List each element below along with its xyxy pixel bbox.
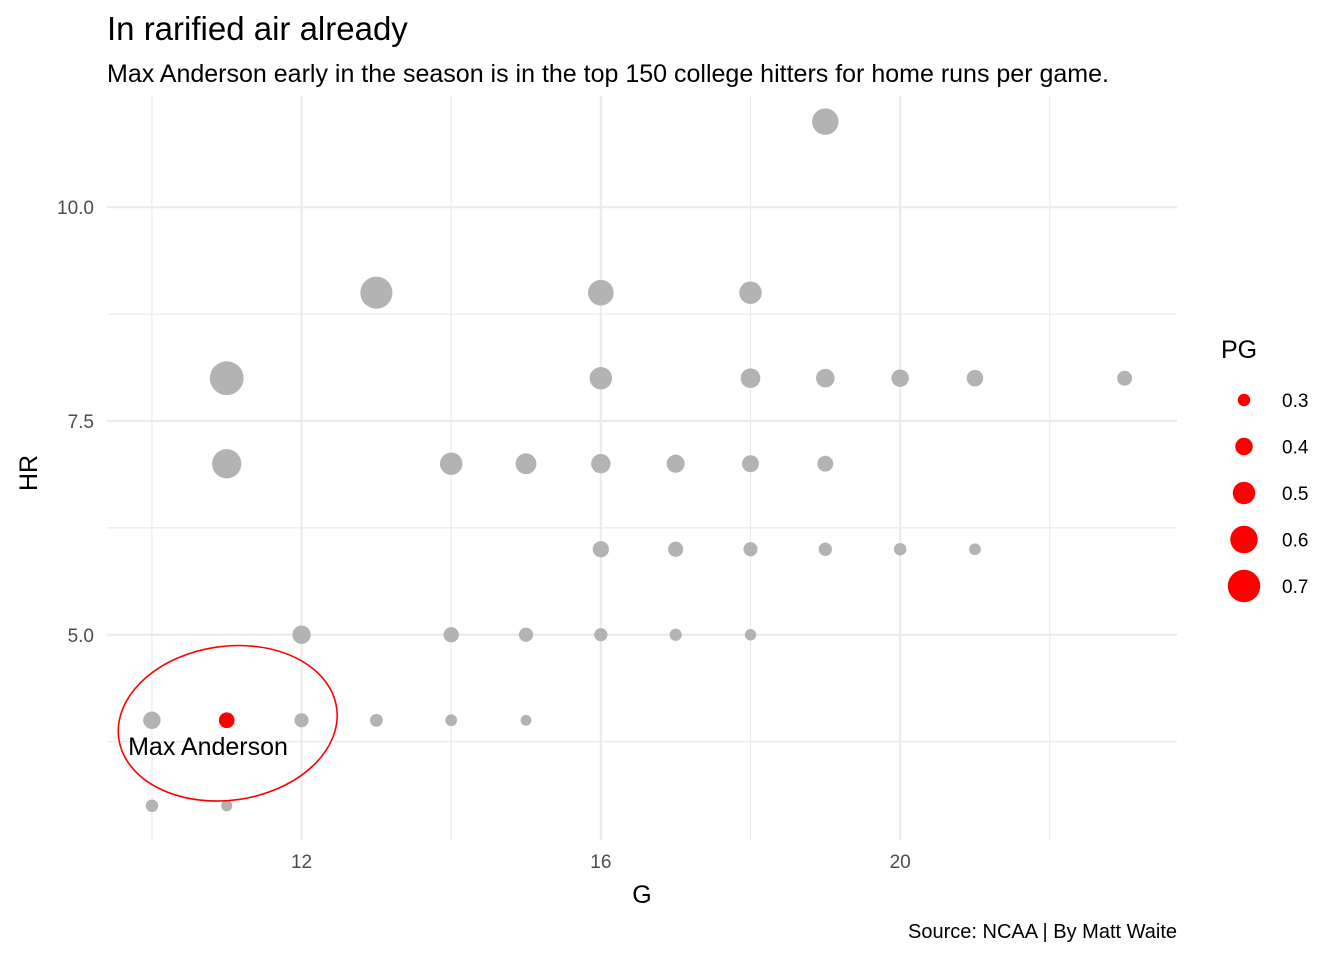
y-tick-label: 5.0 [68,626,94,647]
data-point [818,542,832,556]
legend-label: 0.5 [1282,484,1308,505]
data-point [893,542,907,556]
data-point [739,281,762,304]
data-point [817,455,834,472]
data-point [969,543,981,556]
data-point [740,368,761,389]
x-tick-label: 20 [890,852,911,873]
data-point [443,627,459,643]
data-point [445,714,458,727]
legend-label: 0.7 [1282,577,1308,598]
data-point [589,366,613,390]
data-point [369,713,383,727]
annotation-ellipse [117,644,338,802]
data-point [668,541,684,557]
data-point [520,714,532,726]
size-legend: PG 0.3 0.4 0.5 0.6 0.7 [1221,336,1309,603]
data-point [744,629,757,641]
y-axis-title: HR [15,455,43,491]
data-point [221,800,233,812]
legend-key [1230,525,1258,554]
chart-subtitle: Max Anderson early in the season is in t… [107,60,1109,88]
data-point [591,454,611,474]
legend-key [1237,393,1251,407]
highlighted-data-point [218,712,235,729]
data-point [145,799,159,813]
data-point [666,454,685,473]
data-point [292,625,311,644]
data-point [1117,370,1133,386]
source-caption: Source: NCAA | By Matt Waite [908,921,1177,943]
data-point [816,368,835,388]
chart-title: In rarified air already [107,10,408,47]
data-point [742,455,759,473]
x-axis-title: G [632,881,651,909]
y-tick-label: 7.5 [68,412,94,433]
grid-lines [107,96,1177,840]
data-point [592,541,609,558]
legend-title: PG [1221,336,1257,364]
data-point [515,453,537,475]
x-tick-label: 12 [291,852,312,873]
legend-key [1235,437,1253,456]
y-tick-label: 10.0 [57,198,94,219]
axis-ticks: 12 16 20 5.0 7.5 10.0 [57,198,911,873]
data-point [743,542,758,557]
data-point [669,628,682,641]
legend-label: 0.3 [1282,391,1308,412]
legend-key [1227,569,1261,603]
data-points [143,108,1133,813]
data-point [594,628,608,642]
data-point [212,449,242,479]
data-point [360,276,393,309]
data-point [518,627,534,642]
data-point [143,711,161,730]
legend-label: 0.6 [1282,531,1308,552]
data-point [588,279,614,306]
data-point [439,452,463,475]
data-point [966,369,984,387]
annotation-label: Max Anderson [128,733,288,761]
annotation-layer: Max Anderson [117,644,338,802]
data-point [891,369,909,387]
data-point [294,713,309,728]
data-point [209,361,244,396]
data-point [812,108,839,135]
x-tick-label: 16 [590,852,611,873]
legend-label: 0.4 [1282,438,1309,459]
legend-key [1232,481,1256,505]
